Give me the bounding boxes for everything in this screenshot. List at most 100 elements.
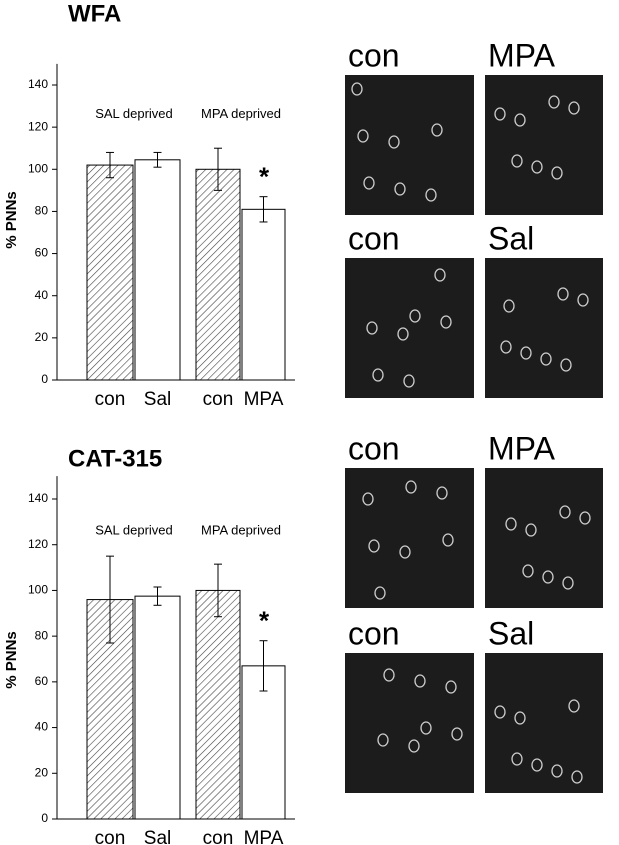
group-label: MPA deprived: [201, 522, 281, 537]
error-bar: [214, 563, 222, 618]
cell: [397, 327, 409, 341]
panel-label: con: [348, 430, 400, 466]
cell: [548, 95, 560, 109]
cell: [522, 564, 534, 578]
cell: [434, 268, 446, 282]
significance-marker: *: [259, 162, 270, 192]
y-tick-label: 140: [28, 491, 48, 505]
x-tick-label: Sal: [144, 828, 171, 845]
error-bar: [259, 196, 268, 223]
panel-label: con: [348, 37, 400, 73]
cell: [494, 107, 506, 121]
cell: [363, 176, 375, 190]
cell: [368, 539, 380, 553]
panel-label: con: [348, 220, 400, 256]
y-tick-label: 100: [28, 583, 48, 597]
cell: [562, 576, 574, 590]
cell: [514, 711, 526, 725]
cell: [503, 299, 515, 313]
y-axis-label: % PNNs: [3, 631, 20, 689]
panel-label: MPA: [488, 430, 556, 466]
cell: [425, 188, 437, 202]
y-tick-label: 120: [28, 119, 48, 133]
cell: [451, 727, 463, 741]
cell: [500, 340, 512, 354]
cell: [525, 523, 537, 537]
cell: [531, 160, 543, 174]
cell: [374, 586, 386, 600]
bar: [86, 164, 134, 381]
cell: [557, 287, 569, 301]
cell: [362, 492, 374, 506]
error-bar: [153, 586, 162, 606]
cell: [436, 486, 448, 500]
micrograph: [485, 653, 603, 793]
bar: [134, 159, 181, 381]
cell: [568, 699, 580, 713]
cell: [542, 570, 554, 584]
y-tick-label: 0: [41, 811, 48, 825]
bar: [241, 208, 286, 381]
x-tick-label: con: [95, 389, 126, 410]
cell: [540, 352, 552, 366]
y-tick-label: 100: [28, 161, 48, 175]
micrograph: [345, 653, 474, 793]
x-tick-label: MPA: [244, 828, 284, 845]
y-tick-label: 0: [41, 372, 48, 386]
error-bar: [106, 555, 114, 644]
cell: [494, 705, 506, 719]
y-tick-label: 80: [35, 204, 49, 218]
micrograph: [345, 258, 474, 398]
micrograph: [485, 75, 603, 215]
cell: [408, 739, 420, 753]
error-bar: [259, 640, 268, 692]
panel-label: con: [348, 615, 400, 651]
panel-label: MPA: [488, 37, 556, 73]
y-tick-label: 60: [35, 246, 49, 260]
cell: [577, 293, 589, 307]
cell: [388, 135, 400, 149]
x-tick-label: MPA: [244, 389, 284, 410]
group-label: SAL deprived: [95, 106, 173, 121]
cell: [383, 668, 395, 682]
micrograph: [485, 468, 603, 608]
cell: [551, 764, 563, 778]
cell: [351, 82, 363, 96]
significance-marker: *: [259, 606, 270, 636]
y-tick-label: 20: [35, 765, 49, 779]
error-bar: [106, 151, 114, 179]
cell: [511, 752, 523, 766]
error-bar: [153, 151, 162, 168]
y-tick-label: 20: [35, 330, 49, 344]
x-tick-label: con: [203, 828, 234, 845]
cell: [442, 533, 454, 547]
cell: [445, 680, 457, 694]
y-tick-label: 120: [28, 537, 48, 551]
micrograph: [345, 468, 474, 608]
cell: [420, 721, 432, 735]
cell: [377, 733, 389, 747]
error-bar: [214, 147, 222, 191]
y-tick-label: 40: [35, 720, 49, 734]
cell: [559, 505, 571, 519]
cell: [366, 321, 378, 335]
cell: [531, 758, 543, 772]
y-axis-label: % PNNs: [3, 191, 20, 249]
y-tick-label: 80: [35, 628, 49, 642]
cell: [551, 166, 563, 180]
cell: [514, 113, 526, 127]
chart-title: CAT-315: [68, 445, 162, 472]
cell: [568, 101, 580, 115]
cell: [431, 123, 443, 137]
cell: [505, 517, 517, 531]
cell: [579, 511, 591, 525]
group-label: MPA deprived: [201, 106, 281, 121]
cell: [357, 129, 369, 143]
micrograph: [345, 75, 474, 215]
cell: [372, 368, 384, 382]
cell: [511, 154, 523, 168]
x-tick-label: con: [203, 389, 234, 410]
cell: [405, 480, 417, 494]
cell: [403, 374, 415, 388]
